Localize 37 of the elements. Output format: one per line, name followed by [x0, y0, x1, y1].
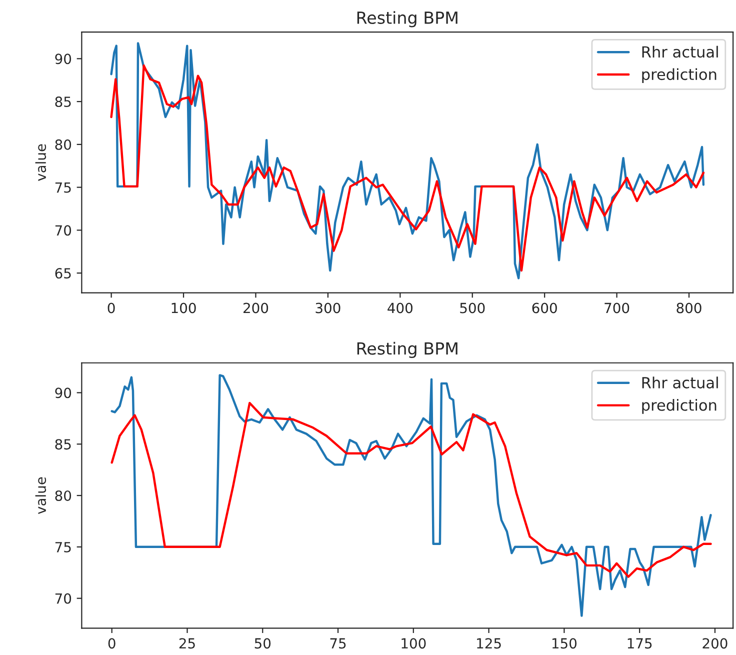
y-tick-label: 75: [55, 182, 71, 193]
y-tick-label: 70: [55, 593, 72, 604]
legend-label: prediction: [642, 399, 716, 414]
x-tick-label: 75: [330, 638, 346, 649]
x-tick-label: 125: [477, 638, 501, 649]
x-tick-label: 100: [402, 638, 426, 649]
y-tick-label: 90: [55, 388, 72, 398]
legend-label: Rhr actual: [642, 376, 718, 388]
y-tick-label: 80: [55, 139, 72, 150]
chart-title: Resting BPM: [357, 11, 458, 28]
chart-title: Resting BPM: [357, 342, 458, 358]
y-tick-label: 75: [55, 542, 71, 552]
y-tick-label: 70: [55, 225, 72, 236]
y-tick-label: 65: [55, 268, 71, 279]
legend-label: Rhr actual: [642, 46, 718, 58]
x-tick-label: 0: [108, 302, 115, 314]
y-tick-label: 90: [55, 54, 72, 64]
y-axis-title: value: [35, 477, 46, 514]
x-tick-label: 200: [702, 638, 728, 649]
x-tick-label: 300: [316, 302, 340, 314]
y-tick-label: 80: [55, 490, 72, 501]
x-tick-label: 800: [676, 302, 702, 314]
x-tick-label: 50: [254, 638, 271, 649]
x-tick-label: 700: [604, 302, 630, 314]
x-tick-label: 200: [243, 302, 268, 314]
x-tick-label: 25: [179, 638, 195, 649]
legend-label: prediction: [642, 68, 716, 84]
x-tick-label: 175: [628, 638, 652, 649]
y-tick-label: 85: [55, 96, 71, 108]
x-tick-label: 400: [388, 302, 412, 314]
x-tick-label: 0: [108, 638, 116, 649]
x-tick-label: 500: [460, 302, 485, 314]
x-tick-label: 150: [552, 638, 577, 649]
y-tick-label: 85: [55, 439, 71, 450]
y-axis-title: value: [35, 144, 46, 181]
x-tick-label: 600: [532, 302, 557, 314]
x-tick-label: 100: [172, 302, 196, 314]
